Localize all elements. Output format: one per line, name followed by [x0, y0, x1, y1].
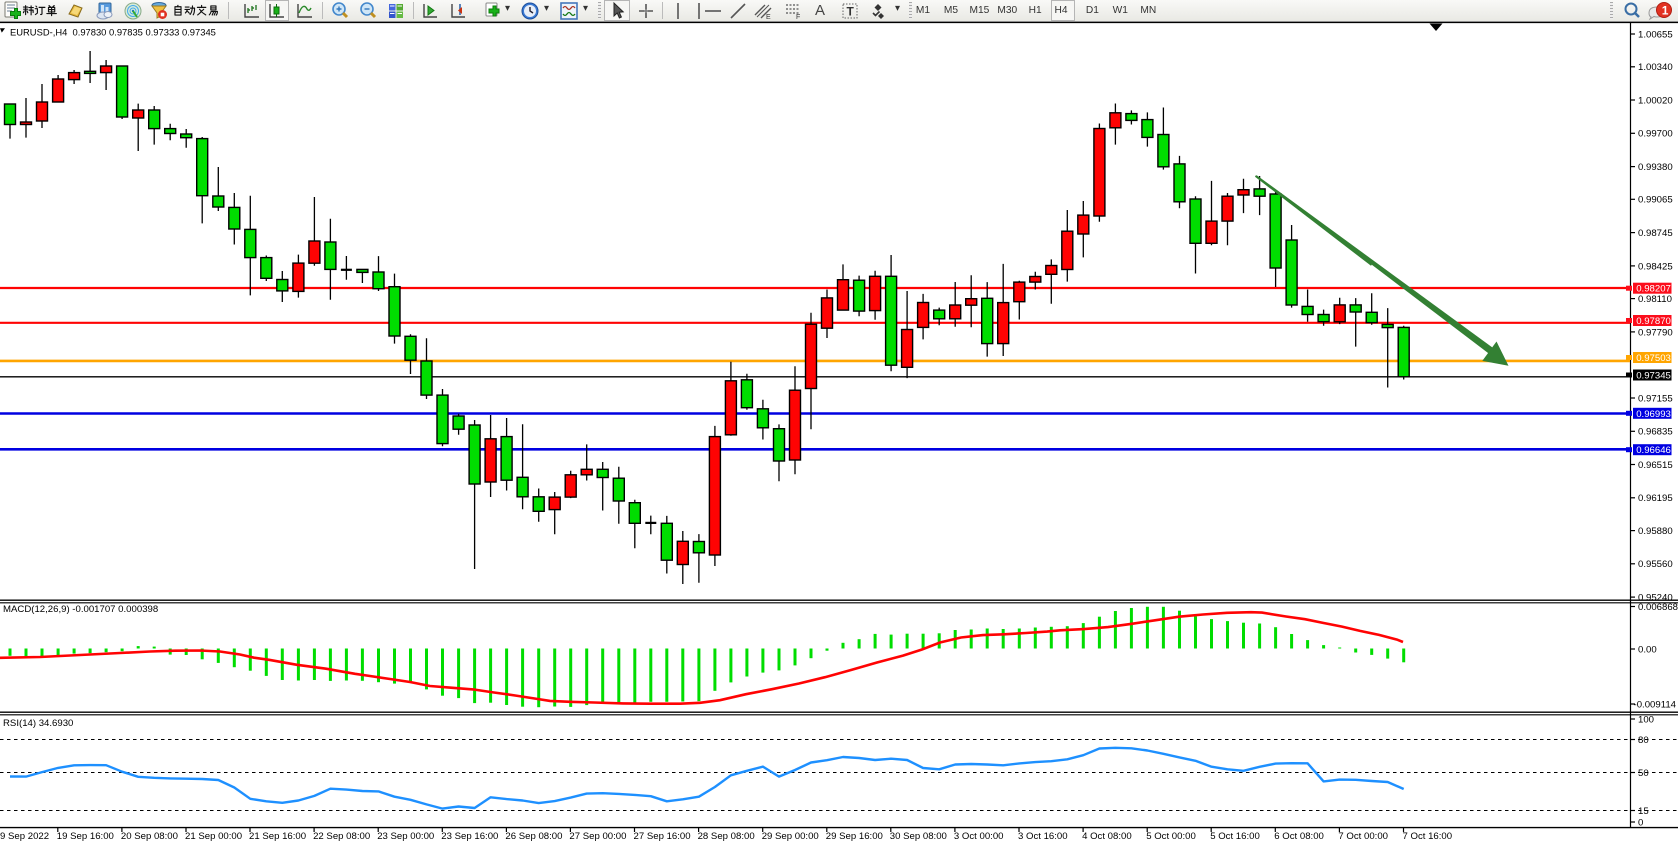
svg-text:3 Oct 16:00: 3 Oct 16:00 [1018, 831, 1068, 842]
svg-text:3 Oct 00:00: 3 Oct 00:00 [954, 831, 1004, 842]
svg-text:0.97870: 0.97870 [1636, 316, 1671, 327]
svg-text:7 Oct 16:00: 7 Oct 16:00 [1403, 831, 1453, 842]
svg-text:1: 1 [1662, 4, 1669, 18]
svg-text:E: E [766, 14, 771, 21]
svg-text:-0.009114: -0.009114 [1634, 699, 1677, 710]
svg-text:1.00655: 1.00655 [1638, 29, 1673, 40]
svg-text:29 Sep 00:00: 29 Sep 00:00 [762, 831, 819, 842]
svg-text:0.96646: 0.96646 [1636, 445, 1671, 456]
svg-text:T: T [847, 5, 855, 19]
svg-text:100: 100 [1638, 714, 1654, 725]
svg-text:0.98745: 0.98745 [1638, 228, 1673, 239]
svg-text:0.98207: 0.98207 [1636, 284, 1671, 295]
svg-text:0.99700: 0.99700 [1638, 129, 1673, 140]
svg-text:0.99065: 0.99065 [1638, 195, 1673, 206]
svg-text:0.96195: 0.96195 [1638, 493, 1673, 504]
svg-text:30 Sep 08:00: 30 Sep 08:00 [890, 831, 947, 842]
svg-text:RSI(14) 34.6930: RSI(14) 34.6930 [3, 718, 73, 729]
svg-text:F: F [796, 14, 800, 21]
svg-text:0.97503: 0.97503 [1636, 353, 1671, 364]
svg-text:0.99380: 0.99380 [1638, 162, 1673, 173]
svg-text:0.97155: 0.97155 [1638, 393, 1673, 404]
svg-text:23 Sep 16:00: 23 Sep 16:00 [441, 831, 498, 842]
svg-text:MACD(12,26,9) -0.001707 0.0003: MACD(12,26,9) -0.001707 0.000398 [3, 604, 158, 615]
svg-text:7 Oct 00:00: 7 Oct 00:00 [1338, 831, 1388, 842]
svg-text:0.98110: 0.98110 [1638, 294, 1672, 305]
svg-text:0.97345: 0.97345 [1636, 371, 1671, 382]
svg-text:50: 50 [1638, 768, 1649, 779]
svg-text:27 Sep 16:00: 27 Sep 16:00 [634, 831, 691, 842]
svg-text:0.95240: 0.95240 [1638, 593, 1673, 604]
svg-text:26 Sep 08:00: 26 Sep 08:00 [505, 831, 562, 842]
svg-text:0.96993: 0.96993 [1636, 409, 1671, 420]
svg-text:1.00020: 1.00020 [1638, 95, 1673, 106]
svg-text:9 Sep 2022: 9 Sep 2022 [0, 831, 49, 842]
svg-text:0.98425: 0.98425 [1638, 261, 1673, 272]
svg-text:29 Sep 16:00: 29 Sep 16:00 [826, 831, 883, 842]
svg-text:21 Sep 00:00: 21 Sep 00:00 [185, 831, 242, 842]
svg-text:15: 15 [1638, 806, 1649, 817]
svg-text:23 Sep 00:00: 23 Sep 00:00 [377, 831, 434, 842]
svg-text:27 Sep 00:00: 27 Sep 00:00 [569, 831, 626, 842]
svg-text:21 Sep 16:00: 21 Sep 16:00 [249, 831, 306, 842]
svg-text:28 Sep 08:00: 28 Sep 08:00 [698, 831, 755, 842]
svg-text:0.006868: 0.006868 [1638, 602, 1678, 613]
svg-text:0.95880: 0.95880 [1638, 526, 1673, 537]
svg-text:0.96515: 0.96515 [1638, 460, 1673, 471]
svg-text:1.00340: 1.00340 [1638, 62, 1673, 73]
svg-text:0.96835: 0.96835 [1638, 427, 1673, 438]
svg-text:5 Oct 16:00: 5 Oct 16:00 [1210, 831, 1260, 842]
svg-text:5 Oct 00:00: 5 Oct 00:00 [1146, 831, 1196, 842]
svg-text:0.95560: 0.95560 [1638, 559, 1673, 570]
svg-text:EURUSD-,H4 0.97830 0.97835 0.: EURUSD-,H4 0.97830 0.97835 0.97333 0.973… [10, 26, 216, 37]
svg-text:0: 0 [1638, 817, 1643, 828]
svg-text:19 Sep 16:00: 19 Sep 16:00 [57, 831, 114, 842]
svg-text:80: 80 [1638, 735, 1649, 746]
svg-text:22 Sep 08:00: 22 Sep 08:00 [313, 831, 370, 842]
svg-text:4 Oct 08:00: 4 Oct 08:00 [1082, 831, 1132, 842]
svg-text:0.00: 0.00 [1638, 644, 1657, 655]
svg-text:20 Sep 08:00: 20 Sep 08:00 [121, 831, 178, 842]
svg-text:0.97790: 0.97790 [1638, 327, 1673, 338]
svg-text:6 Oct 08:00: 6 Oct 08:00 [1274, 831, 1324, 842]
